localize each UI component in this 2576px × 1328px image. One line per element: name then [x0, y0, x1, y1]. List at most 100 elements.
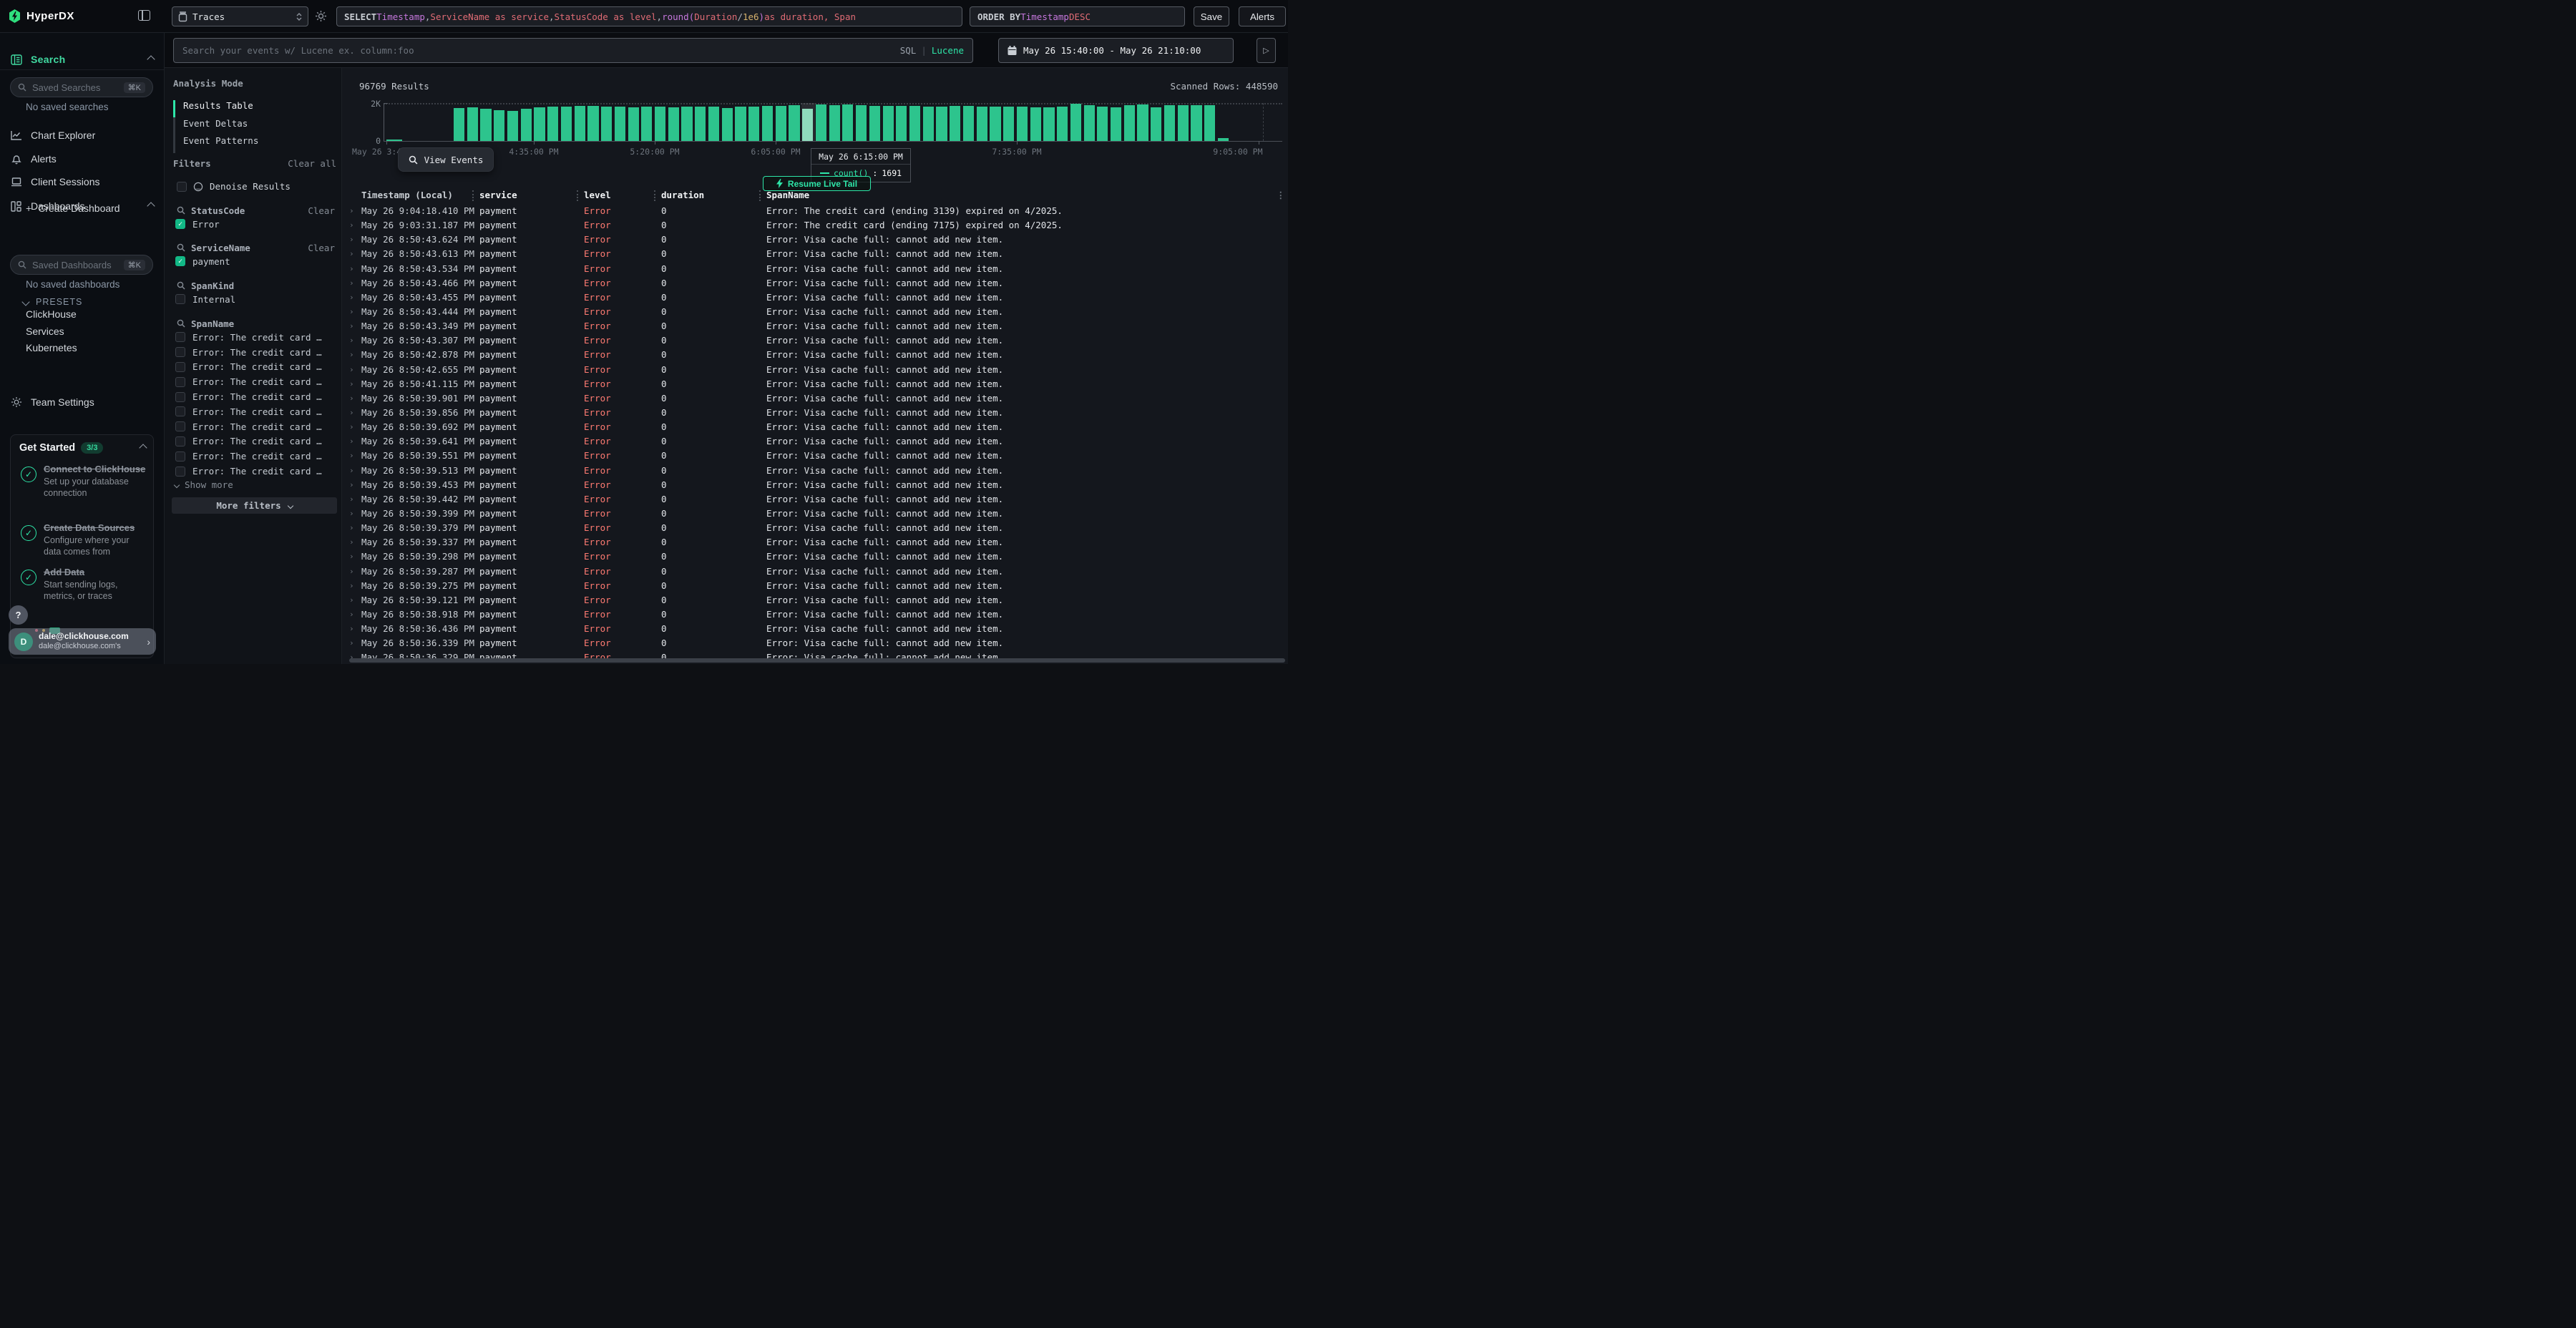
saved-dashboards-input[interactable]: Saved Dashboards ⌘K [10, 255, 153, 275]
row-expand-chevron-icon[interactable]: › [349, 278, 354, 288]
histogram-bar[interactable] [574, 106, 585, 141]
histogram-bar[interactable] [1110, 107, 1122, 141]
row-expand-chevron-icon[interactable]: › [349, 407, 354, 417]
filter-option[interactable]: Error: The credit card … [165, 404, 342, 419]
histogram-bar[interactable] [1030, 107, 1041, 141]
table-row[interactable]: › May 26 8:50:42.878 PM payment Error 0 Error… [342, 348, 1288, 362]
chevron-up-icon[interactable] [139, 444, 147, 452]
table-row[interactable]: › May 26 8:50:43.613 PM payment Error 0 Error… [342, 247, 1288, 261]
row-expand-chevron-icon[interactable]: › [349, 336, 354, 346]
histogram-bar[interactable] [1217, 137, 1229, 141]
get-started-item[interactable]: ✓ Connect to ClickHouse Set up your databa… [21, 464, 146, 499]
histogram-bar[interactable] [896, 105, 907, 141]
histogram-bar[interactable] [950, 106, 961, 141]
row-expand-chevron-icon[interactable]: › [349, 379, 354, 389]
table-row[interactable]: › May 26 8:50:39.856 PM payment Error 0 Error… [342, 406, 1288, 420]
table-row[interactable]: › May 26 9:04:18.410 PM payment Error 0 Error… [342, 204, 1288, 218]
histogram-bar[interactable] [962, 105, 975, 141]
filter-option[interactable]: Error: The credit card … [165, 360, 342, 375]
histogram-bar[interactable] [1151, 107, 1162, 141]
preset-services[interactable]: Services [26, 326, 64, 337]
table-row[interactable]: › May 26 8:50:43.455 PM payment Error 0 Error… [342, 290, 1288, 305]
help-button[interactable]: ? [9, 605, 28, 625]
row-expand-chevron-icon[interactable]: › [349, 624, 354, 634]
histogram-bar[interactable] [922, 106, 934, 141]
histogram-bar[interactable] [1191, 105, 1202, 141]
filter-checkbox[interactable]: ✓ [175, 256, 185, 267]
histogram-bar[interactable] [990, 106, 1001, 141]
histogram-bar[interactable] [735, 107, 746, 141]
histogram-bar[interactable] [628, 107, 639, 141]
row-expand-chevron-icon[interactable]: › [349, 494, 354, 504]
row-expand-chevron-icon[interactable]: › [349, 479, 354, 489]
row-expand-chevron-icon[interactable]: › [349, 206, 354, 215]
time-range-picker[interactable]: May 26 15:40:00 - May 26 21:10:00 [998, 38, 1234, 63]
histogram-bar[interactable] [520, 109, 532, 141]
row-expand-chevron-icon[interactable]: › [349, 436, 354, 446]
filter-checkbox[interactable] [175, 421, 185, 432]
events-histogram[interactable]: 2K 0 May 26 3:40:00 PM 4:35:00 PM 5:20:00 … [342, 97, 1288, 172]
histogram-bar[interactable] [681, 106, 693, 141]
show-more-button[interactable]: Show more [173, 479, 233, 490]
row-expand-chevron-icon[interactable]: › [349, 552, 354, 562]
histogram-bar[interactable] [614, 107, 625, 141]
filter-checkbox[interactable] [175, 406, 185, 417]
more-filters-button[interactable]: More filters [172, 497, 337, 514]
col-spanname[interactable]: SpanName [766, 190, 810, 200]
clear-all-button[interactable]: Clear all [288, 158, 336, 169]
sql-orderby-editor[interactable]: ORDER BY Timestamp DESC [970, 6, 1185, 26]
search-input[interactable]: Search your events w/ Lucene ex. column:… [173, 38, 973, 63]
histogram-bar[interactable] [869, 105, 880, 141]
histogram-bar[interactable] [856, 105, 867, 141]
histogram-bar[interactable] [815, 104, 827, 141]
filter-option[interactable]: Error: The credit card … [165, 330, 342, 345]
mode-event-deltas[interactable]: Event Deltas [183, 117, 248, 129]
lang-sql[interactable]: SQL [899, 45, 917, 56]
table-row[interactable]: › May 26 8:50:43.624 PM payment Error 0 Error… [342, 233, 1288, 247]
filter-checkbox[interactable] [175, 391, 185, 402]
filter-option[interactable]: Error: The credit card … [165, 434, 342, 449]
row-expand-chevron-icon[interactable]: › [349, 235, 354, 245]
sidebar-item-alerts[interactable]: Alerts [0, 150, 164, 168]
horizontal-scrollbar[interactable] [349, 658, 1285, 663]
sidebar-item-chart-explorer[interactable]: Chart Explorer [0, 126, 164, 145]
row-expand-chevron-icon[interactable]: › [349, 653, 354, 662]
filter-option[interactable]: Error: The credit card … [165, 389, 342, 404]
histogram-bar[interactable] [641, 107, 653, 141]
table-row[interactable]: › May 26 8:50:41.115 PM payment Error 0 Error… [342, 377, 1288, 391]
table-row[interactable]: › May 26 8:50:43.534 PM payment Error 0 Error… [342, 262, 1288, 276]
filter-checkbox[interactable] [175, 466, 185, 477]
table-menu-icon[interactable]: ⋮ [1276, 190, 1286, 200]
column-resize-handle[interactable] [472, 190, 474, 201]
user-menu[interactable]: D dale@clickhouse.com dale@clickhouse.co… [9, 628, 156, 655]
table-row[interactable]: › May 26 8:50:39.287 PM payment Error 0 Error… [342, 565, 1288, 579]
table-row[interactable]: › May 26 8:50:39.551 PM payment Error 0 Error… [342, 449, 1288, 463]
resume-live-play-button[interactable]: ▷ [1257, 38, 1276, 63]
table-row[interactable]: › May 26 8:50:39.901 PM payment Error 0 Error… [342, 391, 1288, 406]
row-expand-chevron-icon[interactable]: › [349, 249, 354, 259]
table-row[interactable]: › May 26 8:50:39.692 PM payment Error 0 Error… [342, 420, 1288, 434]
histogram-bar[interactable] [695, 106, 706, 141]
histogram-bar[interactable] [547, 107, 559, 141]
histogram-bar[interactable] [507, 111, 519, 141]
sidebar-collapse-icon[interactable] [138, 10, 150, 21]
table-row[interactable]: › May 26 8:50:39.453 PM payment Error 0 Error… [342, 478, 1288, 492]
histogram-bar[interactable] [1043, 107, 1055, 141]
filter-option[interactable]: Error: The credit card … [165, 374, 342, 389]
histogram-bar[interactable] [909, 105, 921, 141]
view-events-button[interactable]: View Events [398, 147, 494, 172]
source-selector[interactable]: Traces [172, 6, 308, 26]
row-expand-chevron-icon[interactable]: › [349, 609, 354, 619]
table-row[interactable]: › May 26 8:50:36.339 PM payment Error 0 Error… [342, 636, 1288, 650]
column-resize-handle[interactable] [654, 190, 655, 201]
sql-select-editor[interactable]: SELECT Timestamp, ServiceName as service… [336, 6, 962, 26]
filter-option[interactable]: Error: The credit card … [165, 419, 342, 434]
col-duration[interactable]: duration [661, 190, 705, 200]
filter-checkbox[interactable] [175, 332, 185, 343]
sidebar-item-client-sessions[interactable]: Client Sessions [0, 172, 164, 191]
row-expand-chevron-icon[interactable]: › [349, 508, 354, 518]
histogram-bar[interactable] [936, 107, 947, 141]
language-toggle[interactable]: SQL | Lucene [900, 39, 964, 62]
histogram-bar[interactable] [1204, 105, 1216, 141]
table-row[interactable]: › May 26 8:50:43.307 PM payment Error 0 Error… [342, 333, 1288, 348]
